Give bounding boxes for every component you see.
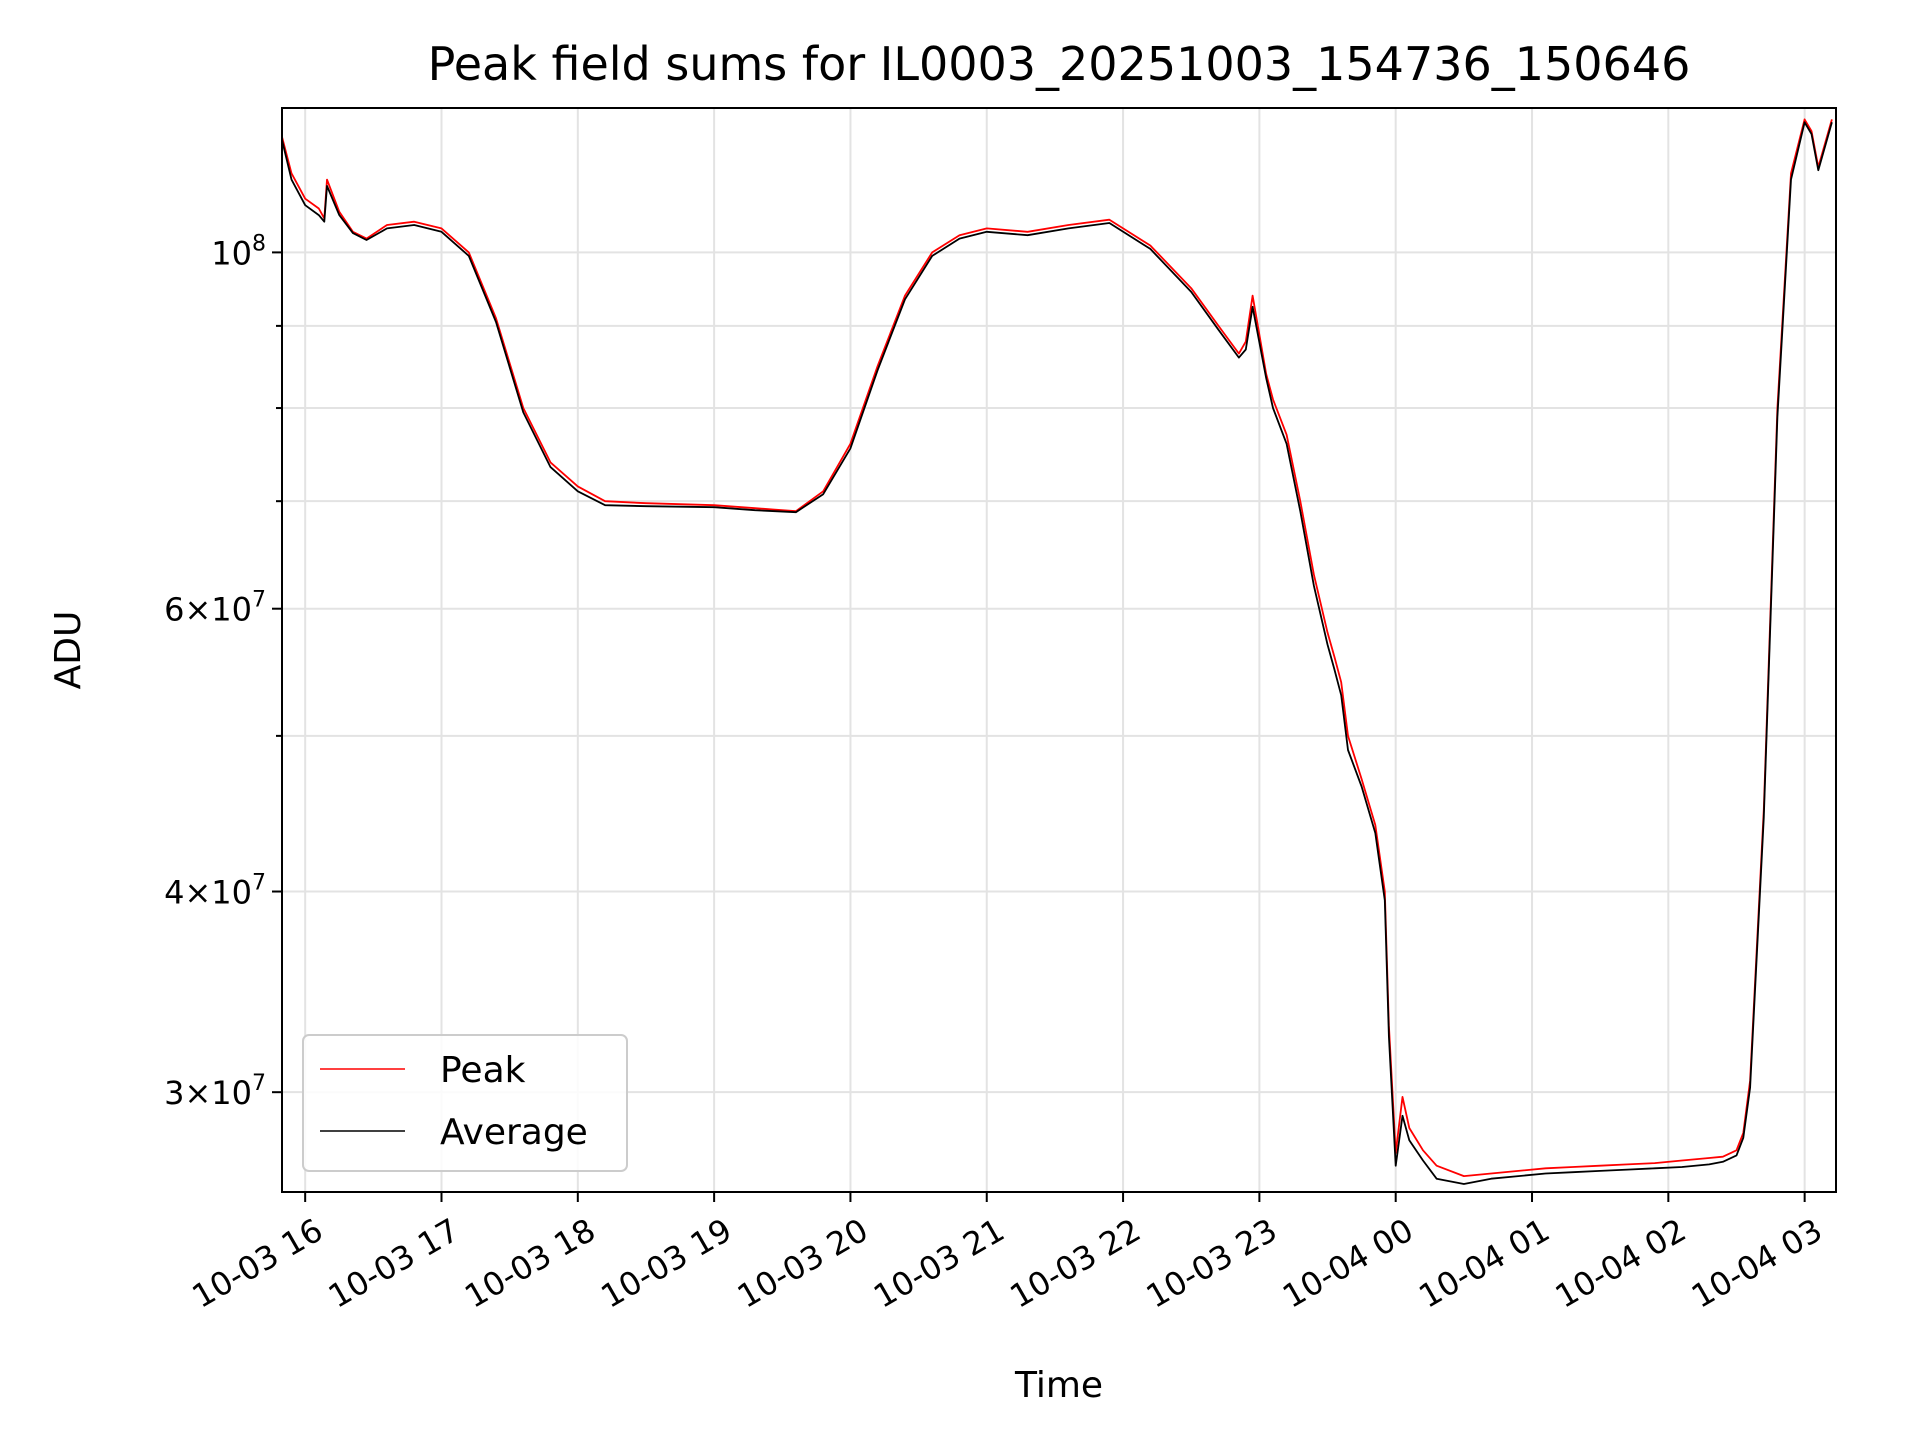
x-tick-label: 10-03 17 xyxy=(322,1211,466,1316)
x-tick-label: 10-03 22 xyxy=(1003,1211,1147,1316)
x-tick-label: 10-03 19 xyxy=(595,1211,739,1316)
x-tick-label: 10-03 16 xyxy=(186,1211,330,1316)
y-tick-base: 6×10 xyxy=(164,591,252,629)
x-tick-label: 10-04 00 xyxy=(1276,1211,1420,1316)
y-tick-base: 10 xyxy=(211,234,252,272)
legend-label-peak: Peak xyxy=(440,1050,526,1091)
x-tick-label: 10-03 21 xyxy=(867,1211,1011,1316)
x-tick-label: 10-03 20 xyxy=(731,1211,875,1316)
plot-frame xyxy=(281,107,1837,1193)
grid xyxy=(282,108,1836,1192)
y-tick-label: 6×107 xyxy=(164,588,266,629)
y-tick-exponent: 7 xyxy=(252,588,266,613)
chart-title: Peak field sums for IL0003_20251003_1547… xyxy=(428,37,1691,91)
y-tick-exponent: 7 xyxy=(252,1071,266,1096)
y-tick-label: 108 xyxy=(211,231,266,272)
y-tick-label: 4×107 xyxy=(164,871,266,912)
x-axis-label: Time xyxy=(1014,1365,1103,1406)
y-axis-label: ADU xyxy=(48,611,89,690)
y-tick-base: 4×10 xyxy=(164,874,252,912)
legend-label-average: Average xyxy=(440,1112,588,1153)
x-tick-label: 10-04 03 xyxy=(1685,1211,1829,1316)
y-tick-exponent: 7 xyxy=(252,871,266,896)
series-line-peak xyxy=(281,118,1833,1177)
series-layer xyxy=(281,118,1833,1185)
x-tick-label: 10-03 18 xyxy=(458,1211,602,1316)
y-tick-base: 3×10 xyxy=(164,1074,252,1112)
legend: Peak Average xyxy=(302,1034,628,1172)
y-tick-label: 3×107 xyxy=(164,1071,266,1112)
x-tick-label: 10-04 02 xyxy=(1549,1211,1693,1316)
x-tick-label: 10-03 23 xyxy=(1140,1211,1284,1316)
y-tick-exponent: 8 xyxy=(252,231,266,256)
series-line-average xyxy=(281,121,1833,1185)
x-tick-label: 10-04 01 xyxy=(1412,1211,1556,1316)
